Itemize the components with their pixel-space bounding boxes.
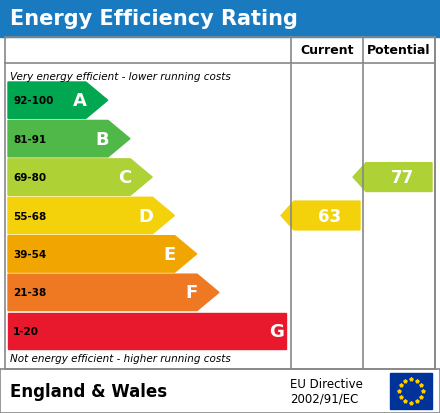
Polygon shape — [8, 198, 174, 234]
Text: 92-100: 92-100 — [13, 96, 53, 106]
Text: 55-68: 55-68 — [13, 211, 46, 221]
Text: 2002/91/EC: 2002/91/EC — [290, 392, 358, 404]
Text: E: E — [164, 245, 176, 263]
Text: Potential: Potential — [367, 44, 431, 57]
Text: D: D — [139, 207, 154, 225]
Polygon shape — [8, 275, 219, 311]
Polygon shape — [8, 313, 286, 349]
Text: England & Wales: England & Wales — [10, 382, 167, 400]
Text: A: A — [73, 92, 87, 110]
Polygon shape — [8, 83, 108, 119]
Text: Current: Current — [300, 44, 354, 57]
Text: 69-80: 69-80 — [13, 173, 46, 183]
Text: Not energy efficient - higher running costs: Not energy efficient - higher running co… — [10, 353, 231, 363]
Text: 77: 77 — [390, 169, 414, 187]
Text: 39-54: 39-54 — [13, 249, 46, 259]
Text: C: C — [118, 169, 131, 187]
Text: EU Directive: EU Directive — [290, 377, 363, 391]
Text: F: F — [186, 284, 198, 301]
Text: Very energy efficient - lower running costs: Very energy efficient - lower running co… — [10, 72, 231, 82]
Text: 81-91: 81-91 — [13, 134, 46, 144]
Bar — [5, 38, 435, 369]
Bar — [0, 369, 440, 413]
Polygon shape — [8, 159, 152, 196]
Polygon shape — [8, 236, 197, 273]
Text: Energy Efficiency Rating: Energy Efficiency Rating — [10, 9, 298, 29]
Polygon shape — [8, 121, 130, 157]
Bar — [390, 373, 432, 409]
Text: 63: 63 — [319, 207, 341, 225]
Text: 1-20: 1-20 — [13, 326, 39, 336]
Text: G: G — [269, 322, 284, 340]
Text: B: B — [95, 131, 109, 148]
Bar — [0, 0, 440, 38]
Polygon shape — [281, 202, 360, 230]
Text: 21-38: 21-38 — [13, 288, 46, 298]
Polygon shape — [353, 163, 432, 192]
